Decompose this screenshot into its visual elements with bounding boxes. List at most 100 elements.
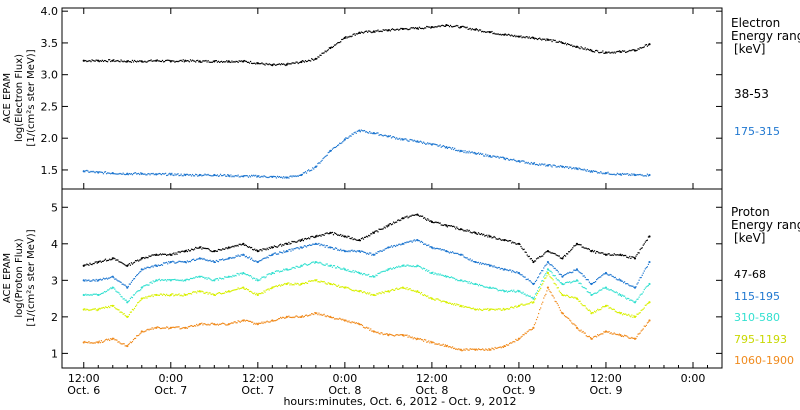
dot-795-1193 — [479, 309, 482, 311]
dot-795-1193 — [581, 304, 583, 306]
dot-310-580 — [559, 282, 561, 284]
dot-175-315 — [568, 167, 570, 170]
dot-115-195 — [350, 249, 352, 252]
dot-310-580 — [479, 284, 482, 287]
dot-47-68 — [281, 245, 283, 247]
dot-310-580 — [217, 279, 220, 281]
dot-175-315 — [470, 151, 472, 153]
dot-1060-1900 — [577, 328, 579, 330]
dot-310-580 — [256, 278, 258, 280]
dot-38-53 — [210, 61, 212, 63]
dot-115-195 — [338, 249, 340, 251]
dot-115-195 — [492, 266, 494, 268]
dot-47-68 — [144, 257, 146, 260]
dot-310-580 — [628, 297, 630, 300]
dot-47-68 — [507, 240, 510, 242]
dot-1060-1900 — [174, 327, 176, 329]
dot-38-53 — [100, 60, 102, 62]
dot-1060-1900 — [549, 290, 551, 293]
dot-175-315 — [592, 170, 595, 172]
dot-795-1193 — [292, 284, 294, 286]
dot-310-580 — [294, 267, 296, 269]
dot-1060-1900 — [512, 341, 514, 343]
dot-115-195 — [615, 278, 617, 280]
dot-47-68 — [464, 229, 466, 232]
dot-38-53 — [465, 27, 467, 29]
dot-47-68 — [388, 223, 391, 225]
dot-175-315 — [172, 174, 174, 176]
dot-47-68 — [407, 217, 409, 219]
dot-175-315 — [571, 168, 573, 170]
dot-310-580 — [289, 268, 291, 271]
dot-38-53 — [587, 48, 589, 51]
dot-38-53 — [289, 63, 291, 65]
dot-38-53 — [316, 58, 318, 60]
dot-175-315 — [569, 166, 571, 168]
dot-47-68 — [496, 238, 498, 240]
dot-47-68 — [597, 251, 599, 253]
dot-47-68 — [105, 260, 108, 262]
dot-47-68 — [214, 250, 216, 252]
dot-115-195 — [475, 261, 478, 263]
dot-1060-1900 — [597, 334, 599, 336]
dot-115-195 — [430, 246, 432, 248]
dot-115-195 — [494, 266, 496, 268]
dot-115-195 — [423, 243, 425, 245]
dot-1060-1900 — [264, 322, 266, 324]
dot-795-1193 — [389, 290, 392, 292]
dot-1060-1900 — [280, 316, 282, 319]
dot-1060-1900 — [129, 341, 131, 343]
dot-1060-1900 — [146, 329, 148, 331]
dot-47-68 — [523, 248, 525, 250]
dot-38-53 — [190, 60, 193, 62]
dot-795-1193 — [610, 307, 612, 309]
dot-1060-1900 — [247, 320, 250, 322]
dot-310-580 — [440, 274, 442, 276]
dot-795-1193 — [613, 308, 615, 311]
dot-795-1193 — [304, 281, 307, 284]
dot-47-68 — [264, 248, 266, 250]
dot-795-1193 — [252, 292, 254, 294]
dot-175-315 — [607, 171, 609, 173]
dot-38-53 — [505, 34, 508, 36]
dot-1060-1900 — [162, 327, 165, 329]
dot-38-53 — [347, 36, 349, 38]
dot-1060-1900 — [486, 349, 488, 351]
dot-310-580 — [383, 270, 385, 272]
dot-47-68 — [327, 233, 329, 235]
dot-115-195 — [177, 261, 179, 263]
dot-115-195 — [348, 250, 350, 252]
dot-310-580 — [426, 269, 428, 271]
dot-310-580 — [99, 293, 101, 295]
dot-47-68 — [549, 251, 551, 253]
dot-115-195 — [616, 279, 618, 281]
dot-175-315 — [348, 136, 350, 138]
dot-47-68 — [275, 246, 278, 248]
dot-115-195 — [134, 275, 137, 278]
dot-1060-1900 — [530, 329, 532, 331]
dot-795-1193 — [423, 294, 425, 297]
dot-175-315 — [549, 164, 551, 166]
proton-ytick-label-0: 1 — [51, 347, 58, 360]
dot-175-315 — [433, 143, 435, 145]
dot-115-195 — [483, 263, 485, 265]
dot-310-580 — [636, 298, 638, 300]
dot-310-580 — [114, 288, 116, 290]
dot-795-1193 — [530, 301, 532, 303]
dot-175-315 — [94, 172, 96, 174]
dot-115-195 — [479, 262, 482, 264]
dot-795-1193 — [567, 294, 569, 297]
dot-795-1193 — [644, 304, 646, 306]
dot-310-580 — [475, 283, 478, 285]
dot-47-68 — [375, 230, 377, 232]
dot-795-1193 — [381, 291, 383, 293]
dot-175-315 — [148, 173, 150, 175]
dot-115-195 — [194, 259, 196, 262]
dot-795-1193 — [200, 291, 202, 293]
dot-795-1193 — [197, 290, 199, 292]
dot-310-580 — [367, 274, 369, 276]
dot-175-315 — [555, 166, 557, 168]
dot-47-68 — [360, 237, 363, 240]
dot-115-195 — [109, 277, 111, 279]
dot-38-53 — [195, 61, 197, 63]
